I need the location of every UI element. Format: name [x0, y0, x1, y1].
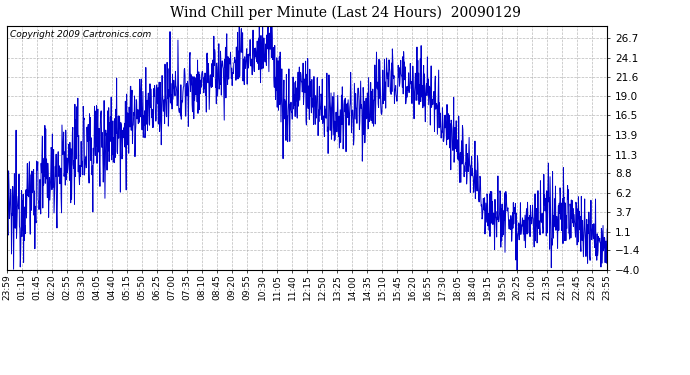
- Text: Wind Chill per Minute (Last 24 Hours)  20090129: Wind Chill per Minute (Last 24 Hours) 20…: [170, 6, 520, 20]
- Text: Copyright 2009 Cartronics.com: Copyright 2009 Cartronics.com: [10, 30, 151, 39]
